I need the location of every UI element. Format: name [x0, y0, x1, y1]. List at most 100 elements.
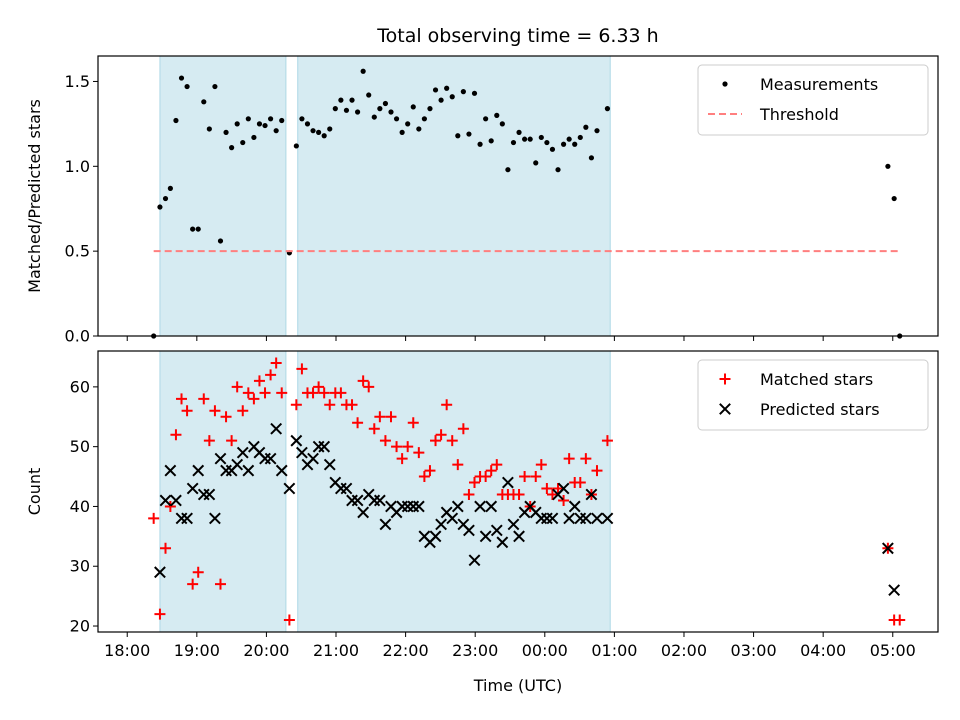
- y-tick-label: 1.5: [65, 72, 90, 91]
- data-point-64: [513, 530, 525, 543]
- data-point-50: [435, 518, 448, 531]
- data-point-51: [438, 97, 444, 103]
- data-point-73: [563, 512, 576, 525]
- data-point-21: [265, 369, 277, 381]
- y-tick-label: 0.0: [65, 327, 90, 346]
- data-point-2: [164, 464, 177, 477]
- data-point-83: [894, 614, 906, 626]
- data-point-31: [324, 399, 336, 411]
- data-point-46: [410, 104, 416, 110]
- data-point-10: [209, 512, 221, 525]
- x-tick-label: 20:00: [243, 641, 289, 660]
- data-point-2: [162, 195, 169, 202]
- data-point-61: [494, 112, 500, 118]
- data-point-55: [457, 423, 469, 435]
- data-point-3: [170, 494, 182, 507]
- data-point-49: [427, 106, 433, 112]
- data-point-28: [310, 128, 316, 134]
- data-point-14: [231, 458, 244, 471]
- data-point-1: [157, 204, 163, 210]
- data-point-7: [187, 578, 199, 590]
- data-point-4: [173, 117, 179, 124]
- data-point-9: [201, 99, 207, 105]
- data-point-80: [601, 435, 613, 447]
- data-point-77: [580, 453, 592, 465]
- data-point-61: [491, 459, 503, 471]
- data-point-71: [549, 146, 556, 152]
- x-tick-label: 05:00: [870, 641, 916, 660]
- data-point-3: [164, 500, 176, 512]
- data-point-42: [385, 411, 397, 423]
- data-point-36: [357, 506, 370, 519]
- data-point-16: [237, 405, 249, 417]
- data-point-50: [432, 87, 439, 93]
- data-point-44: [399, 129, 405, 135]
- data-point-57: [469, 477, 481, 489]
- legend-box: [697, 64, 929, 136]
- data-point-29: [318, 440, 331, 453]
- data-point-59: [480, 471, 492, 483]
- data-point-39: [368, 423, 380, 435]
- data-point-78: [588, 155, 595, 161]
- y-tick-label: 60: [70, 377, 90, 396]
- data-point-75: [572, 141, 578, 147]
- data-point-74: [566, 136, 572, 142]
- data-point-30: [323, 458, 336, 471]
- data-point-45: [405, 121, 411, 127]
- data-point-43: [393, 116, 400, 122]
- data-point-12: [217, 238, 224, 244]
- x-tick-label: 01:00: [591, 641, 637, 660]
- data-point-17: [245, 116, 251, 122]
- data-point-32: [332, 106, 338, 112]
- data-point-5: [181, 512, 193, 525]
- data-point-15: [236, 446, 249, 459]
- data-point-69: [538, 134, 544, 141]
- y-tick-label: 50: [70, 437, 90, 456]
- data-point-73: [558, 494, 570, 506]
- data-point-6: [184, 83, 190, 90]
- data-point-57: [471, 90, 478, 96]
- ratio-panel: 0.0 0.5 1.0 1.5 Matched/Predicted stars Measu…: [25, 55, 939, 346]
- data-point-1: [159, 494, 172, 507]
- data-point-59: [483, 116, 489, 122]
- x-tick-label: 23:00: [452, 641, 498, 660]
- data-point-0: [148, 512, 160, 524]
- legend-label: Threshold: [759, 105, 839, 124]
- data-point-13: [220, 411, 232, 423]
- data-point-66: [519, 471, 531, 483]
- legend: Measurements Threshold: [697, 64, 929, 136]
- data-point-14: [229, 145, 235, 151]
- data-point-9: [203, 488, 216, 501]
- data-point-33: [340, 482, 353, 495]
- data-point-15: [234, 121, 240, 127]
- data-point-56: [466, 131, 472, 137]
- chart-title: Total observing time = 6.33 h: [376, 25, 658, 47]
- x-tick-label: 02:00: [661, 641, 707, 660]
- data-point-39: [371, 114, 377, 120]
- data-point-25: [293, 143, 299, 149]
- data-point-3: [167, 185, 173, 191]
- data-point-44: [396, 453, 408, 465]
- data-point-25: [290, 399, 302, 411]
- data-point-53: [446, 435, 458, 447]
- x-tick-label: 21:00: [313, 641, 359, 660]
- data-point-40: [379, 518, 392, 531]
- data-point-23: [283, 482, 296, 495]
- data-point-23: [279, 117, 285, 124]
- data-point-58: [479, 530, 492, 543]
- data-point-79: [601, 512, 614, 525]
- legend-marker-key: [722, 81, 728, 87]
- data-point-38: [363, 381, 375, 393]
- data-point-35: [346, 399, 358, 411]
- data-point-49: [424, 465, 436, 477]
- x-tick-label: 04:00: [800, 641, 846, 660]
- count-panel: 20 30 40 50 60 18:00 19:00 20:00 21:00 22:00 23:00…: [25, 350, 939, 660]
- data-point-63: [505, 167, 511, 173]
- data-point-22: [273, 128, 279, 134]
- data-point-24: [283, 614, 295, 626]
- data-point-19: [256, 121, 263, 127]
- data-point-23: [276, 387, 288, 399]
- data-point-5: [178, 75, 185, 81]
- data-point-11: [209, 405, 221, 417]
- data-point-9: [198, 393, 210, 405]
